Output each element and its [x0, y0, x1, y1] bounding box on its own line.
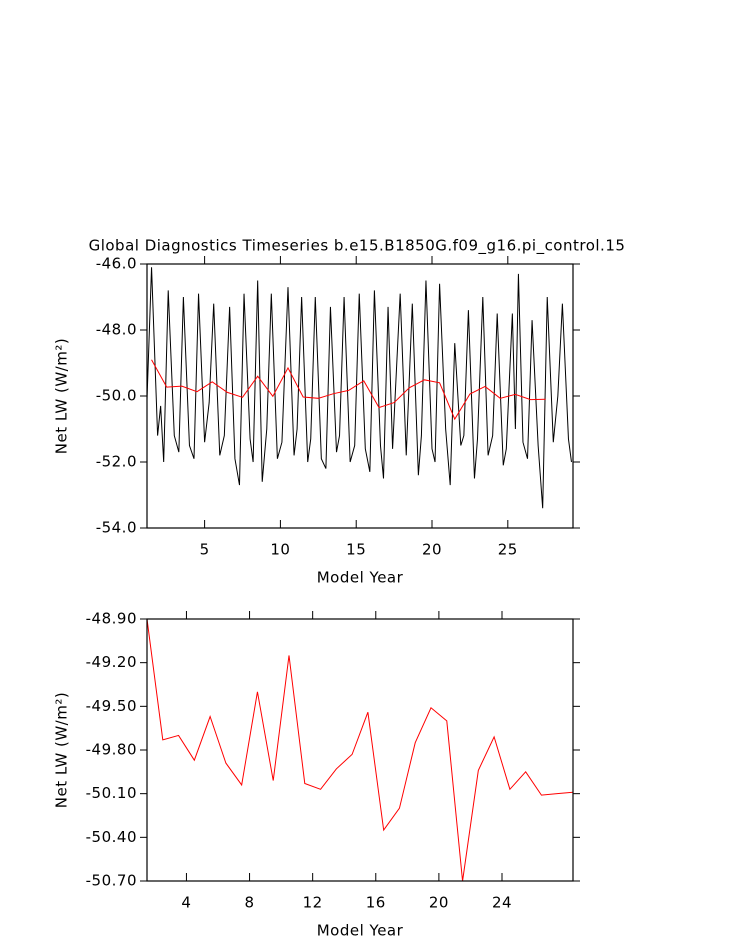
x-axis-label: Model Year: [317, 922, 404, 940]
x-tick-label: 12: [303, 894, 323, 912]
x-tick-label: 8: [245, 894, 255, 912]
data-line: [151, 359, 546, 421]
x-tick-label: 20: [422, 541, 442, 559]
plot-frame: [146, 618, 574, 882]
y-tick-label: -50.0: [96, 387, 137, 405]
y-tick-label: -46.0: [96, 255, 137, 273]
y-tick-label: -49.80: [86, 741, 137, 759]
x-tick-label: 24: [492, 894, 512, 912]
x-tick-label: 15: [346, 541, 366, 559]
y-axis-label: Net LW (W/m²): [53, 338, 71, 454]
x-tick-label: 16: [366, 894, 386, 912]
y-tick-label: -50.70: [86, 872, 137, 890]
x-tick-label: 5: [200, 541, 210, 559]
x-tick-label: 25: [498, 541, 518, 559]
y-tick-label: -48.0: [96, 321, 137, 339]
y-axis-label: Net LW (W/m²): [53, 692, 71, 808]
y-tick-label: -50.40: [86, 828, 137, 846]
y-tick-label: -52.0: [96, 453, 137, 471]
chart-title: Global Diagnostics Timeseries b.e15.B185…: [89, 237, 626, 256]
y-tick-label: -49.50: [86, 697, 137, 715]
y-tick-label: -50.10: [86, 784, 137, 802]
data-line: [146, 267, 572, 509]
y-tick-label: -49.20: [86, 653, 137, 671]
x-tick-label: 4: [181, 894, 191, 912]
x-tick-label: 10: [270, 541, 290, 559]
x-axis-label: Model Year: [317, 569, 404, 587]
y-tick-label: -54.0: [96, 519, 137, 537]
x-tick-label: 20: [429, 894, 449, 912]
y-tick-label: -48.90: [86, 610, 137, 628]
data-line: [146, 618, 574, 882]
